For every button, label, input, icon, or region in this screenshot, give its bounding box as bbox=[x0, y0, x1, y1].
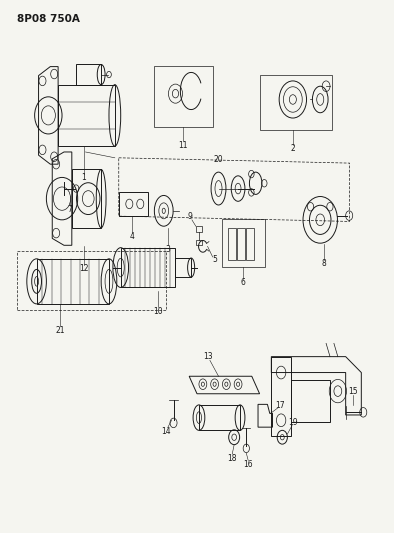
Bar bbox=[291, 381, 330, 422]
Text: 19: 19 bbox=[288, 418, 298, 427]
Bar bbox=[196, 226, 202, 231]
Text: 15: 15 bbox=[349, 386, 358, 395]
Text: 4: 4 bbox=[130, 232, 135, 241]
Bar bbox=[58, 85, 115, 146]
Text: 5: 5 bbox=[212, 255, 217, 264]
Bar bbox=[246, 228, 254, 260]
Text: 13: 13 bbox=[203, 352, 213, 361]
Bar bbox=[175, 258, 191, 277]
Text: 9: 9 bbox=[188, 212, 193, 221]
Text: 10: 10 bbox=[153, 306, 163, 316]
Bar bbox=[199, 405, 240, 430]
Text: 14: 14 bbox=[162, 427, 171, 437]
Text: 18: 18 bbox=[227, 454, 237, 463]
Text: 21: 21 bbox=[55, 326, 65, 335]
Text: 3: 3 bbox=[165, 245, 170, 254]
Text: 16: 16 bbox=[243, 460, 253, 469]
Text: 1: 1 bbox=[81, 173, 86, 182]
Text: 20: 20 bbox=[214, 155, 223, 164]
Bar bbox=[72, 169, 101, 228]
Bar bbox=[154, 66, 213, 126]
Text: 17: 17 bbox=[275, 401, 285, 410]
Text: 2: 2 bbox=[290, 144, 295, 154]
Bar bbox=[121, 248, 175, 287]
Bar bbox=[119, 192, 148, 216]
Bar bbox=[260, 75, 332, 130]
Text: 8P08 750A: 8P08 750A bbox=[17, 13, 80, 23]
Bar bbox=[76, 64, 101, 85]
Bar bbox=[37, 259, 109, 304]
Text: 7: 7 bbox=[67, 205, 72, 214]
Bar bbox=[196, 240, 202, 245]
Bar bbox=[222, 219, 265, 266]
Bar bbox=[237, 228, 245, 260]
Text: 11: 11 bbox=[178, 141, 188, 150]
Text: 6: 6 bbox=[241, 278, 245, 287]
Text: 12: 12 bbox=[79, 264, 88, 273]
Bar bbox=[228, 228, 236, 260]
Text: 8: 8 bbox=[322, 259, 327, 268]
